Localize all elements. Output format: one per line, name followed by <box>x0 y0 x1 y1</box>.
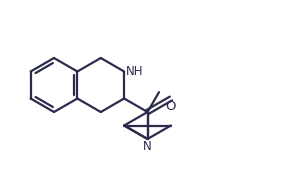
Text: NH: NH <box>126 65 144 78</box>
Text: N: N <box>143 140 152 153</box>
Text: O: O <box>166 101 176 114</box>
